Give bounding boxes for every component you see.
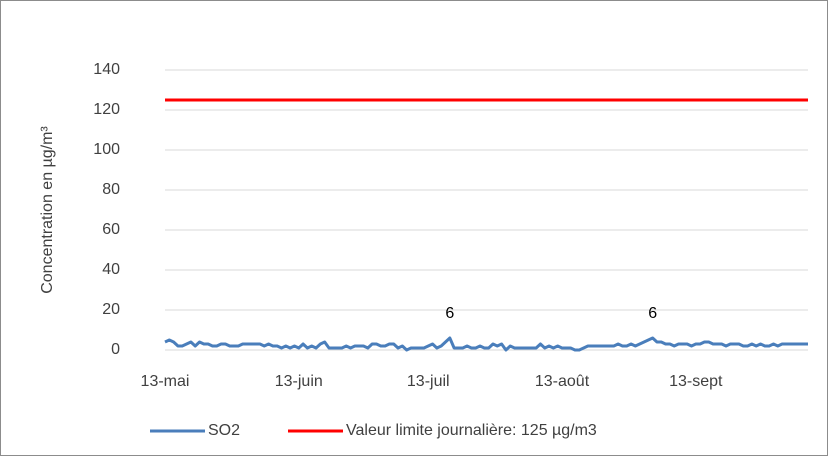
- y-tick-label: 100: [93, 141, 120, 158]
- data-label: 6: [648, 305, 657, 322]
- x-tick-label: 13-mai: [141, 373, 190, 390]
- series-line: [164, 336, 808, 352]
- y-tick-label: 140: [93, 61, 120, 78]
- y-tick-label: 0: [111, 341, 120, 358]
- x-tick-label: 13-sept: [669, 373, 723, 390]
- data-label: 6: [445, 305, 454, 322]
- x-tick-label: 13-juil: [407, 373, 450, 390]
- x-tick-label: 13-juin: [275, 373, 323, 390]
- y-tick-label: 20: [102, 301, 120, 318]
- x-tick-label: 13-août: [535, 373, 590, 390]
- y-tick-label: 120: [93, 101, 120, 118]
- y-tick-label: 60: [102, 221, 120, 238]
- legend-label: SO2: [208, 422, 240, 439]
- y-tick-label: 40: [102, 261, 120, 278]
- legend-label: Valeur limite journalière: 125 µg/m3: [346, 422, 597, 439]
- y-axis-title: Concentration en µg/m³: [39, 126, 56, 294]
- y-tick-label: 80: [102, 181, 120, 198]
